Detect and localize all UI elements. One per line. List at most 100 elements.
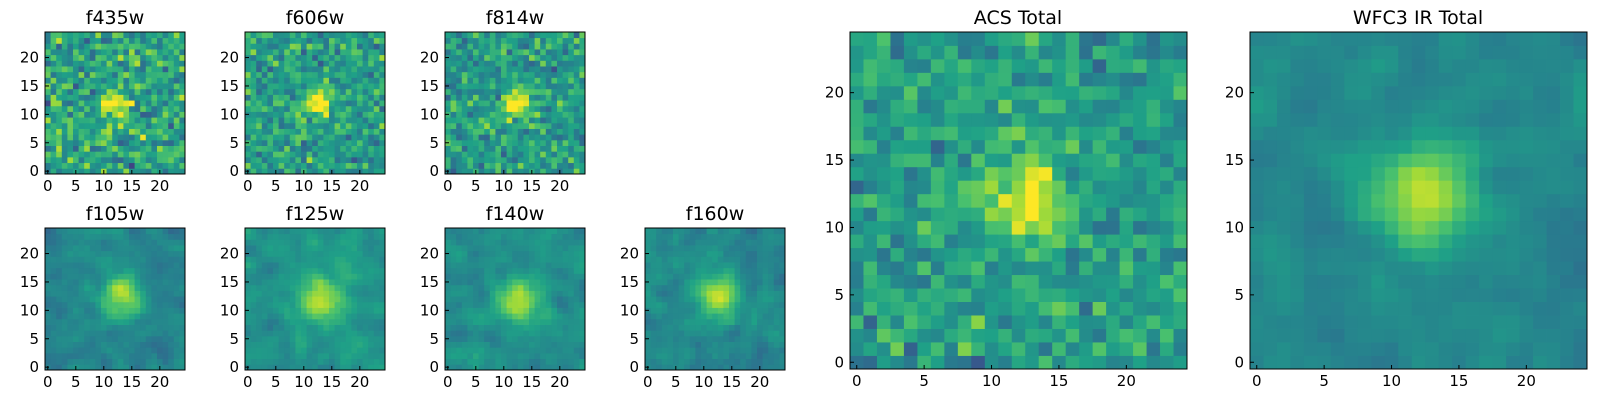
heatmap-cell xyxy=(545,168,552,175)
heatmap-cell xyxy=(534,117,541,124)
heatmap-cell xyxy=(89,307,96,314)
heatmap-cell xyxy=(67,296,74,303)
heatmap-cell xyxy=(145,156,152,164)
heatmap-cell xyxy=(50,330,57,337)
heatmap-cell xyxy=(134,77,141,84)
heatmap-cell xyxy=(357,324,363,331)
heatmap-cell xyxy=(323,279,330,286)
heatmap-cell xyxy=(656,313,663,320)
heatmap-cell xyxy=(134,347,141,354)
heatmap-cell xyxy=(495,37,502,44)
heatmap-cell xyxy=(312,228,319,235)
heatmap-cell xyxy=(306,100,313,107)
heatmap-cell xyxy=(562,233,569,240)
heatmap-cell xyxy=(512,228,519,235)
heatmap-cell xyxy=(334,358,341,365)
heatmap-cell xyxy=(140,262,147,269)
heatmap-cell xyxy=(540,284,547,291)
heatmap-cell xyxy=(134,54,141,61)
heatmap-cell xyxy=(84,330,91,337)
heatmap-cell xyxy=(112,256,119,263)
heatmap-cell xyxy=(706,324,713,331)
heatmap-cell xyxy=(67,88,74,95)
heatmap-cell xyxy=(134,273,141,280)
heatmap-cell xyxy=(145,139,152,146)
heatmap-cell xyxy=(773,290,780,297)
heatmap-cell xyxy=(78,60,85,67)
heatmap-cell xyxy=(445,256,451,263)
heatmap-cell xyxy=(762,290,769,297)
heatmap-cell xyxy=(245,94,251,101)
heatmap-cell xyxy=(467,335,474,342)
heatmap-cell xyxy=(323,134,330,141)
heatmap-cell xyxy=(568,54,575,61)
heatmap-cell xyxy=(461,233,468,240)
heatmap-cell xyxy=(345,49,352,56)
heatmap-cell xyxy=(157,267,163,274)
heatmap-cell xyxy=(329,77,335,84)
heatmap-cell xyxy=(998,328,1013,343)
heatmap-cell xyxy=(461,49,468,56)
heatmap-cell xyxy=(284,117,291,124)
heatmap-cell xyxy=(301,117,307,124)
heatmap-cell xyxy=(379,250,386,257)
heatmap-cell xyxy=(140,134,147,141)
heatmap-cell xyxy=(250,296,257,303)
y-tick-label: 20 xyxy=(220,245,239,263)
heatmap-cell xyxy=(256,139,263,146)
y-tick-label: 15 xyxy=(220,77,239,95)
heatmap-cell xyxy=(145,284,152,291)
heatmap-cell xyxy=(345,117,352,124)
heatmap-cell xyxy=(573,111,580,118)
heatmap-cell xyxy=(517,290,524,297)
heatmap-cell xyxy=(478,105,485,112)
heatmap-cell xyxy=(112,341,119,348)
heatmap-cell xyxy=(301,239,307,246)
heatmap-cell xyxy=(289,66,296,73)
heatmap-cell xyxy=(568,318,575,325)
heatmap-cell xyxy=(329,307,335,314)
heatmap-cell xyxy=(450,117,457,124)
heatmap-cell xyxy=(762,262,769,269)
heatmap-cell xyxy=(162,66,169,73)
heatmap-cell xyxy=(168,60,175,67)
heatmap-cell xyxy=(95,352,102,360)
heatmap-cell xyxy=(478,60,485,67)
heatmap-cell xyxy=(757,290,763,297)
heatmap-cell xyxy=(678,307,685,314)
heatmap-cell xyxy=(106,49,113,56)
heatmap-cell xyxy=(489,335,496,342)
heatmap-cell xyxy=(117,307,124,314)
heatmap-cell xyxy=(1065,153,1080,168)
heatmap-cell xyxy=(151,134,158,141)
heatmap-cell xyxy=(568,60,575,67)
heatmap-cell xyxy=(745,228,752,235)
heatmap-cell xyxy=(329,83,335,90)
heatmap-cell xyxy=(645,341,651,348)
heatmap-cell xyxy=(162,262,169,269)
heatmap-cell xyxy=(151,250,158,257)
heatmap-cell xyxy=(56,296,63,303)
heatmap-cell xyxy=(357,313,363,320)
heatmap-cell xyxy=(112,262,119,269)
heatmap-cell xyxy=(501,32,507,39)
heatmap-cell xyxy=(745,267,752,274)
heatmap-cell xyxy=(368,134,375,141)
heatmap-cell xyxy=(379,228,386,235)
heatmap-cell xyxy=(273,324,279,331)
heatmap-cell xyxy=(684,250,691,257)
heatmap-cell xyxy=(95,111,102,118)
heatmap-cell xyxy=(112,43,119,50)
heatmap-cell xyxy=(129,301,135,308)
heatmap-cell xyxy=(145,245,152,252)
heatmap-cell xyxy=(67,145,74,152)
heatmap-cell xyxy=(278,330,285,337)
heatmap-cell xyxy=(157,60,163,67)
heatmap-cell xyxy=(379,301,386,308)
heatmap-cell xyxy=(179,262,186,269)
heatmap-cell xyxy=(1160,342,1174,356)
heatmap-cell xyxy=(1133,355,1147,370)
heatmap-cell xyxy=(50,168,57,175)
heatmap-cell xyxy=(701,245,707,252)
heatmap-cell xyxy=(179,71,186,78)
